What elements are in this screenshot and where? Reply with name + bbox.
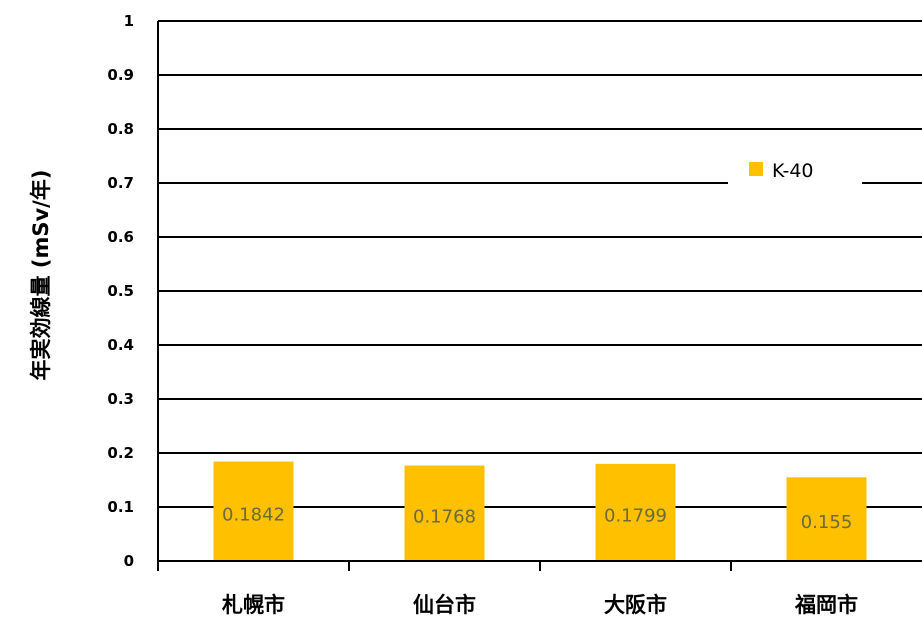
y-tick-label: 0	[124, 552, 134, 570]
y-tick-label: 0.8	[107, 120, 134, 138]
legend-swatch	[749, 162, 763, 176]
bar	[786, 477, 867, 561]
x-tick-label: 福岡市	[794, 593, 858, 617]
gridlines	[158, 20, 922, 508]
y-tick-label: 0.5	[107, 282, 134, 300]
y-tick-label: 0.1	[107, 498, 134, 516]
legend: K-40	[728, 146, 862, 198]
legend-label: K-40	[772, 160, 814, 182]
axes	[157, 21, 922, 571]
x-tick-label: 大阪市	[604, 593, 667, 617]
data-labels: 0.1842 0.1768 0.1799 0.155	[222, 504, 852, 533]
y-tick-label: 0.7	[107, 174, 134, 192]
y-tick-label: 0.4	[107, 336, 134, 354]
data-label: 0.1768	[413, 506, 476, 527]
y-tick-label: 0.3	[107, 390, 134, 408]
y-axis-label: 年実効線量 (mSv/年)	[29, 170, 53, 381]
data-label: 0.155	[801, 512, 853, 533]
y-tick-label: 0.9	[107, 66, 134, 84]
x-tick-label: 札幌市	[221, 593, 285, 617]
x-tick-label: 仙台市	[413, 593, 476, 617]
bar	[213, 461, 294, 561]
bar	[404, 465, 485, 561]
data-label: 0.1799	[604, 505, 667, 526]
y-tick-label: 0.2	[107, 444, 134, 462]
x-tick-labels: 札幌市 仙台市 大阪市 福岡市	[221, 593, 858, 617]
y-tick-label: 1	[124, 12, 134, 30]
bars	[213, 461, 867, 561]
bar	[595, 463, 676, 561]
y-tick-labels: 0 0.1 0.2 0.3 0.4 0.5 0.6 0.7 0.8 0.9 1	[107, 12, 134, 570]
data-label: 0.1842	[222, 504, 285, 525]
y-tick-label: 0.6	[107, 228, 134, 246]
